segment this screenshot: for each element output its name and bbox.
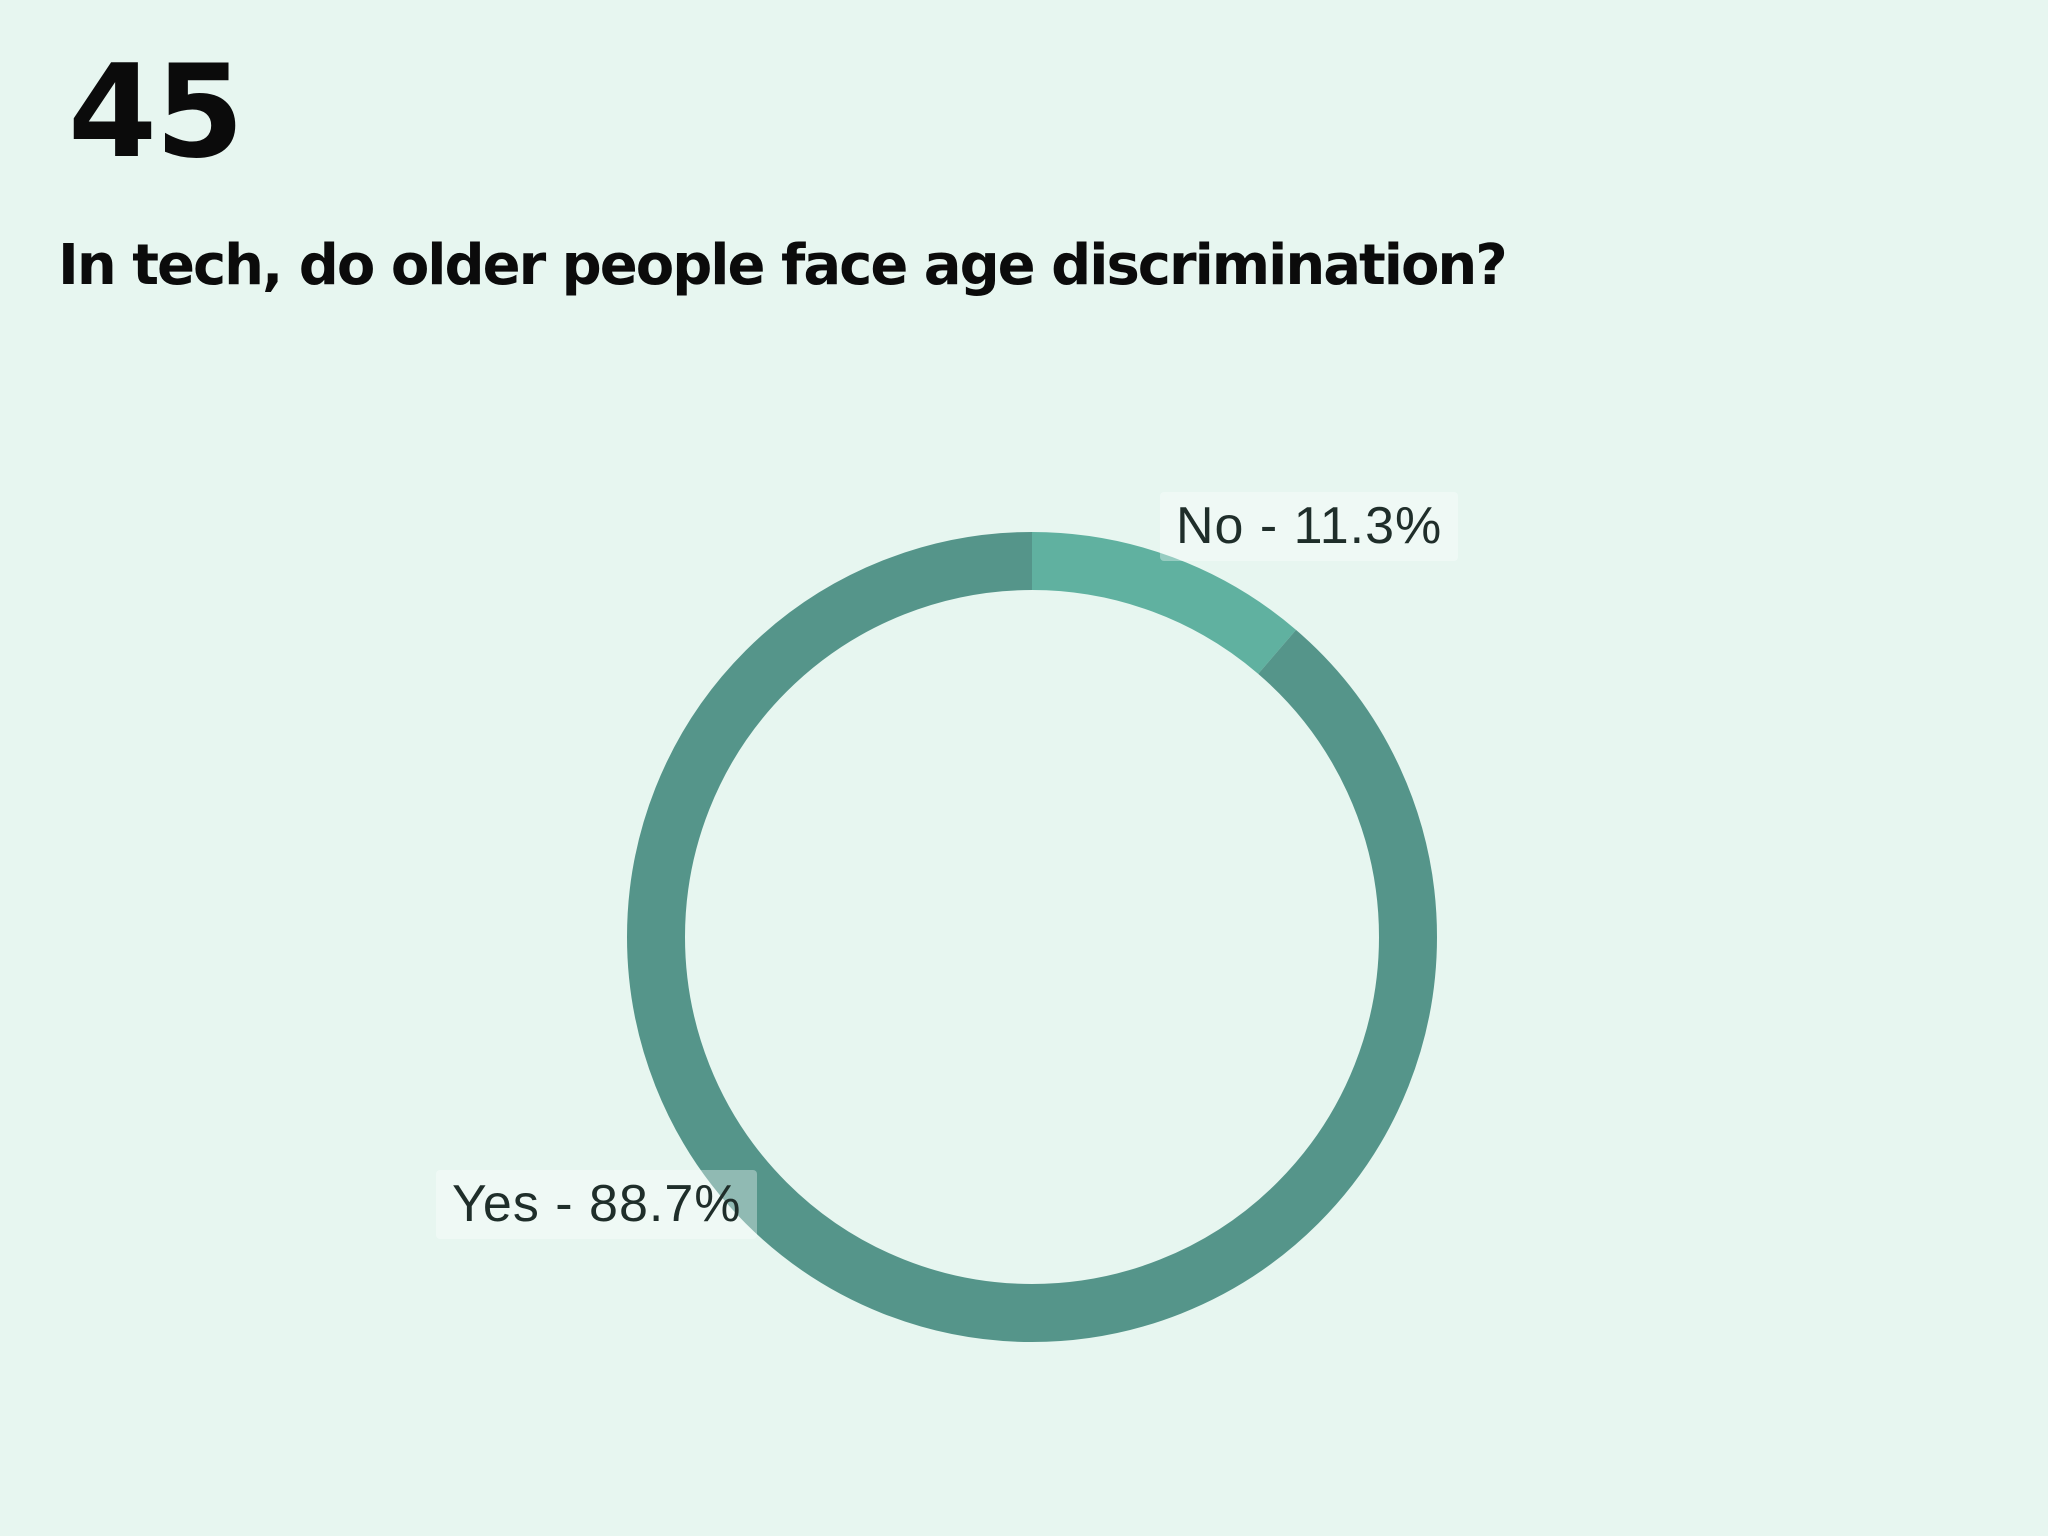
page-number: 45 bbox=[68, 38, 244, 187]
donut-chart bbox=[627, 532, 1437, 1342]
chart-question-title: In tech, do older people face age discri… bbox=[58, 233, 1508, 298]
donut-slice-yes bbox=[627, 532, 1437, 1342]
slice-label-yes: Yes - 88.7% bbox=[436, 1170, 758, 1240]
slice-label-no: No - 11.3% bbox=[1160, 492, 1459, 562]
